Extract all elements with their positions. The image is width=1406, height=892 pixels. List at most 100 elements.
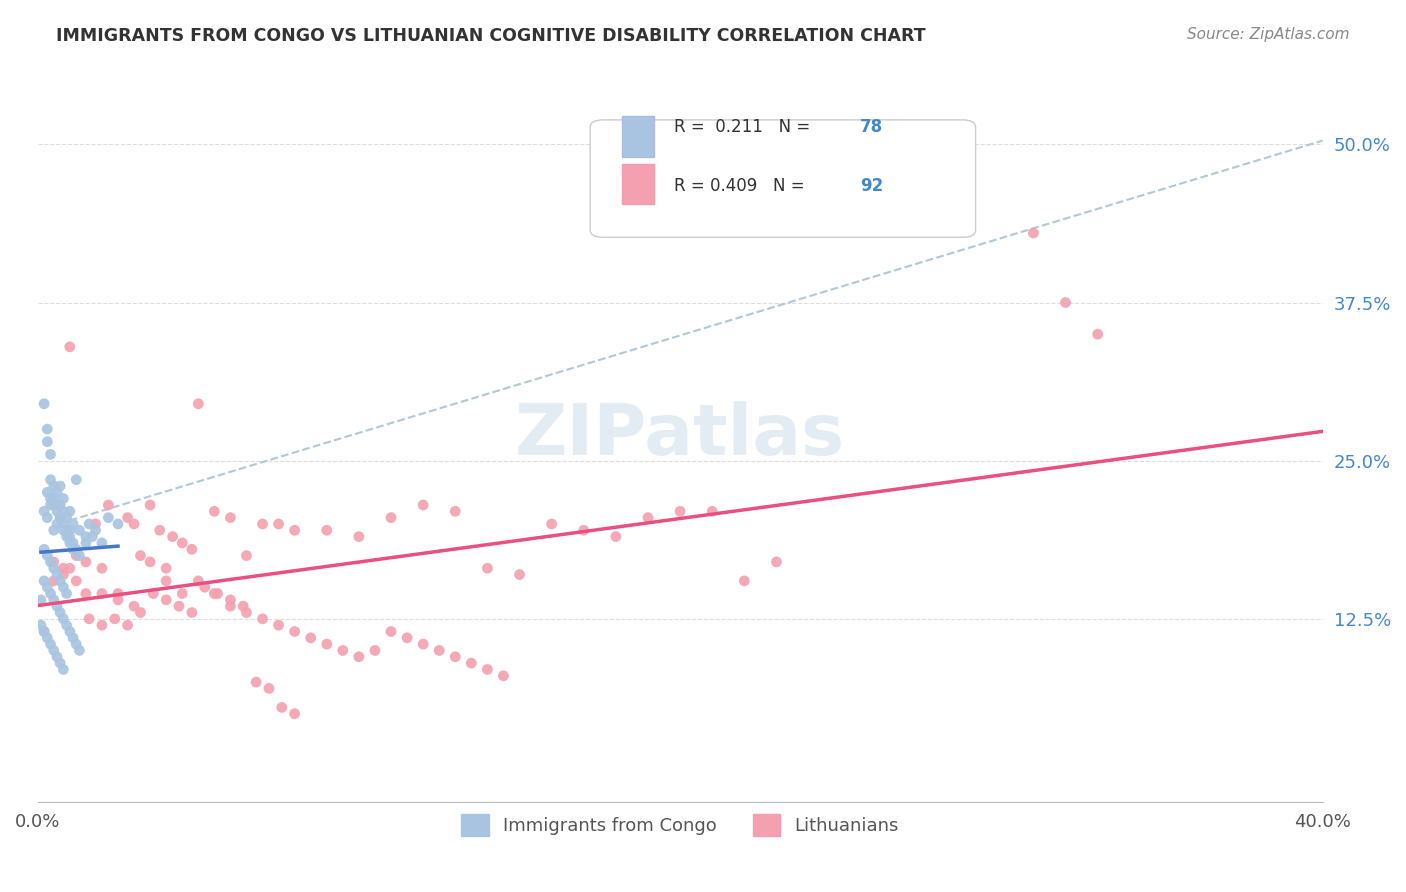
Point <box>30 618 52 632</box>
Point <box>765 555 787 569</box>
Point <box>129 549 152 563</box>
Point <box>46 649 69 664</box>
Point <box>122 599 145 614</box>
Point <box>172 586 194 600</box>
Point <box>187 397 209 411</box>
Point <box>84 516 107 531</box>
Legend: Immigrants from Congo, Lithuanians: Immigrants from Congo, Lithuanians <box>453 805 908 845</box>
FancyBboxPatch shape <box>623 164 654 204</box>
Point <box>39 473 62 487</box>
Point <box>32 542 55 557</box>
Point <box>427 643 450 657</box>
Point <box>180 606 202 620</box>
Point <box>155 561 177 575</box>
Point <box>42 479 65 493</box>
Point <box>270 700 292 714</box>
Point <box>37 422 59 436</box>
Point <box>149 523 172 537</box>
Point <box>129 606 152 620</box>
Point <box>202 586 225 600</box>
Point <box>46 504 69 518</box>
Point <box>172 536 194 550</box>
Point <box>49 656 72 670</box>
Text: R =  0.211   N =: R = 0.211 N = <box>673 119 815 136</box>
Point <box>90 586 112 600</box>
Point <box>107 592 129 607</box>
Point <box>46 599 69 614</box>
Point <box>49 510 72 524</box>
Point <box>49 510 72 524</box>
Text: 92: 92 <box>860 177 883 195</box>
Point <box>32 397 55 411</box>
Point <box>32 624 55 639</box>
Point <box>42 498 65 512</box>
Point <box>122 516 145 531</box>
Point <box>65 473 87 487</box>
Point <box>32 574 55 588</box>
Point <box>444 504 467 518</box>
Point <box>82 530 104 544</box>
Point <box>299 631 322 645</box>
Point <box>37 510 59 524</box>
Point <box>90 536 112 550</box>
Point <box>52 567 75 582</box>
Point <box>605 530 627 544</box>
Point <box>65 549 87 563</box>
Point <box>412 498 434 512</box>
Point <box>69 643 91 657</box>
Point <box>39 586 62 600</box>
Text: Source: ZipAtlas.com: Source: ZipAtlas.com <box>1187 27 1350 42</box>
FancyBboxPatch shape <box>623 116 654 157</box>
Point <box>315 637 337 651</box>
Point <box>162 530 184 544</box>
Point <box>167 599 190 614</box>
Point <box>702 504 724 518</box>
Point <box>55 510 77 524</box>
Point <box>90 618 112 632</box>
Point <box>77 612 100 626</box>
Point <box>107 586 129 600</box>
Point <box>207 586 229 600</box>
Point <box>75 586 97 600</box>
Point <box>155 592 177 607</box>
Text: IMMIGRANTS FROM CONGO VS LITHUANIAN COGNITIVE DISABILITY CORRELATION CHART: IMMIGRANTS FROM CONGO VS LITHUANIAN COGN… <box>56 27 927 45</box>
Point <box>55 586 77 600</box>
Point <box>42 555 65 569</box>
Point <box>37 631 59 645</box>
Point <box>347 530 370 544</box>
Point <box>669 504 692 518</box>
Point <box>42 491 65 506</box>
Point <box>46 485 69 500</box>
Point <box>107 516 129 531</box>
Point <box>219 510 242 524</box>
Point <box>62 516 84 531</box>
Text: R = 0.409   N =: R = 0.409 N = <box>673 177 810 195</box>
Point <box>46 498 69 512</box>
Point <box>84 523 107 537</box>
Point <box>39 637 62 651</box>
Point <box>37 434 59 449</box>
Point <box>37 485 59 500</box>
Point <box>347 649 370 664</box>
Point <box>315 523 337 537</box>
Point <box>37 580 59 594</box>
Point <box>284 523 307 537</box>
Point <box>42 592 65 607</box>
Point <box>77 516 100 531</box>
Point <box>59 536 82 550</box>
Point <box>49 498 72 512</box>
Point <box>75 530 97 544</box>
Point <box>332 643 354 657</box>
Point <box>59 504 82 518</box>
Point <box>59 340 82 354</box>
Point <box>52 491 75 506</box>
Point <box>572 523 595 537</box>
Point <box>42 523 65 537</box>
Point <box>55 523 77 537</box>
Point <box>97 498 120 512</box>
Point <box>90 561 112 575</box>
Point <box>52 662 75 676</box>
Point <box>477 561 499 575</box>
Point <box>252 516 274 531</box>
Point <box>267 618 290 632</box>
